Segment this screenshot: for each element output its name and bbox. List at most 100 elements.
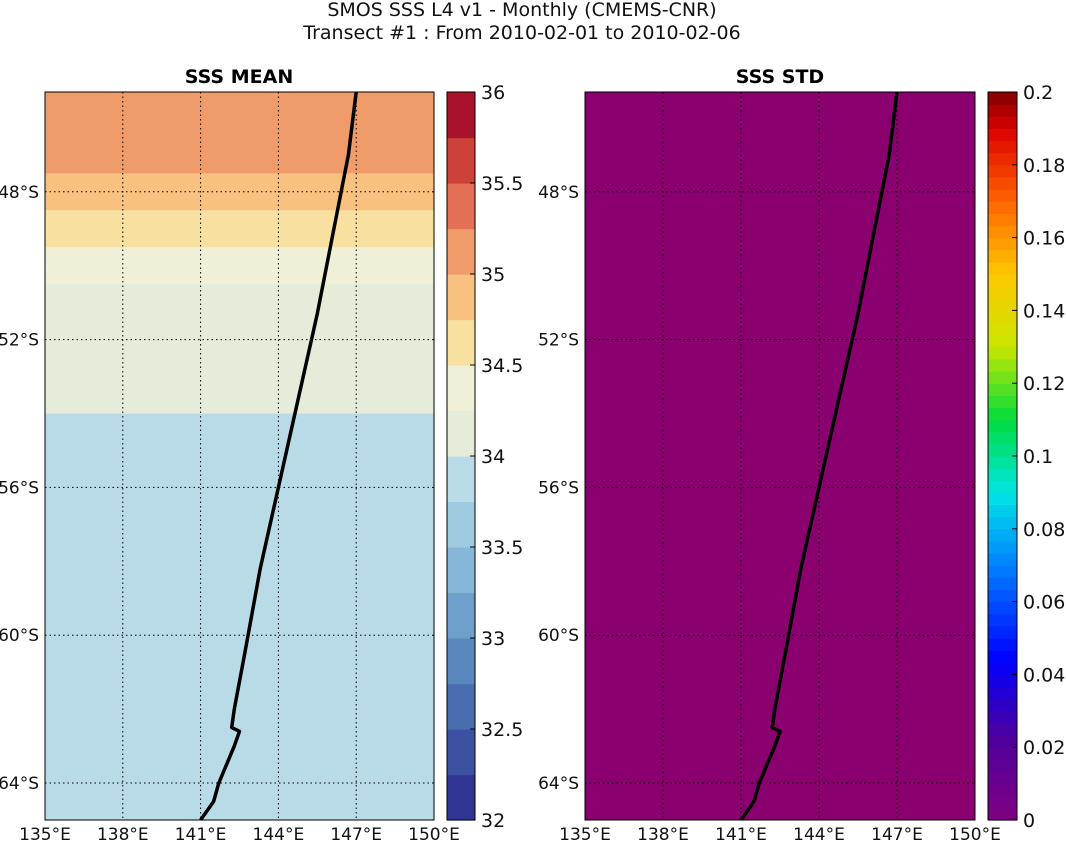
colorbar-tick-label: 0.12: [1023, 373, 1065, 395]
sss-std-transect: [739, 91, 899, 822]
y-tick-label: 64°S: [0, 774, 39, 794]
sss-std-x-axis: 135°E 138°E 141°E 144°E 147°E 150°E: [559, 825, 1001, 842]
colorbar-step: [988, 407, 1017, 421]
sss-std-panel: SSS STD 135°E 138°E 141°E 144°E 147°E 150°E 4…: [538, 66, 1065, 842]
colorbar-step: [988, 310, 1017, 324]
colorbar-step: [988, 771, 1017, 785]
colorbar-step: [988, 759, 1017, 773]
colorbar-step: [447, 410, 475, 457]
colorbar-step: [988, 674, 1017, 688]
colorbar-step: [447, 638, 475, 685]
sss-mean-field: [45, 92, 434, 821]
colorbar-tick-label: 0.18: [1023, 155, 1065, 177]
colorbar-step: [988, 456, 1017, 469]
sss-std-y-axis: 48°S 52°S 56°S 60°S 64°S: [538, 183, 579, 794]
colorbar-step: [988, 261, 1017, 275]
colorbar-step: [988, 140, 1017, 154]
colorbar-tick-label: 34: [481, 446, 505, 468]
colorbar-step: [447, 774, 475, 821]
colorbar-tick-label: 0.04: [1023, 664, 1065, 686]
salinity-band: [45, 284, 434, 322]
colorbar-step: [988, 783, 1017, 797]
colorbar-step: [988, 480, 1017, 493]
colorbar-tick-label: 32.5: [481, 719, 523, 741]
colorbar-step: [988, 504, 1017, 518]
colorbar-step: [447, 729, 475, 776]
colorbar-step: [988, 298, 1017, 311]
colorbar-step: [447, 501, 475, 548]
x-tick-label: 144°E: [253, 825, 305, 842]
colorbar-step: [988, 358, 1017, 372]
sss-std-title: SSS STD: [736, 66, 824, 88]
colorbar-step: [988, 638, 1017, 651]
colorbar-step: [988, 662, 1017, 675]
colorbar-tick-label: 0: [1023, 810, 1035, 832]
colorbar-step: [988, 225, 1017, 239]
sss-std-grid: [585, 92, 975, 820]
colorbar-tick-label: 0.08: [1023, 519, 1065, 541]
colorbar-step: [988, 152, 1017, 166]
colorbar-tick-label: 36: [481, 82, 505, 104]
colorbar-step: [988, 747, 1017, 760]
colorbar-tick-label: 0.2: [1023, 82, 1053, 104]
salinity-band: [45, 210, 434, 248]
figure-title: SMOS SSS L4 v1 - Monthly (CMEMS-CNR): [327, 0, 716, 21]
colorbar-step: [988, 468, 1017, 481]
sss-mean-title: SSS MEAN: [185, 66, 293, 88]
salinity-band: [45, 136, 434, 174]
colorbar-tick-label: 0.14: [1023, 300, 1065, 322]
x-tick-label: 141°E: [175, 825, 227, 842]
y-tick-label: 60°S: [538, 626, 579, 646]
transect-line: [739, 91, 899, 822]
colorbar-step: [988, 553, 1017, 566]
colorbar-step: [447, 319, 475, 366]
colorbar-step: [988, 528, 1017, 542]
colorbar-step: [988, 322, 1017, 336]
y-tick-label: 60°S: [0, 626, 39, 646]
salinity-band: [45, 358, 434, 415]
colorbar-step: [988, 722, 1017, 736]
colorbar-tick-label: 33.5: [481, 537, 523, 559]
sss-mean-panel: SSS MEAN 135°E 138°E 141°E 144°E 147°E 150°E …: [0, 66, 523, 842]
y-tick-label: 52°S: [0, 331, 39, 351]
colorbar-step: [447, 183, 475, 230]
sss-std-colorbar: 0 0.02 0.04 0.06 0.08 0.1 0.12 0.14 0.16 0.18 0.2: [987, 82, 1065, 832]
colorbar-tick-label: 33: [481, 628, 505, 650]
colorbar-tick-label: 0.02: [1023, 737, 1065, 759]
sss-mean-transect: [199, 91, 358, 822]
sss-std-field: [585, 92, 975, 820]
colorbar-step: [988, 176, 1017, 190]
colorbar-step: [988, 201, 1017, 214]
std-field-fill: [585, 92, 975, 820]
colorbar-step: [988, 286, 1017, 299]
colorbar-step: [988, 116, 1017, 129]
colorbar-step: [447, 592, 475, 639]
colorbar-step: [988, 419, 1017, 433]
colorbar-step: [988, 492, 1017, 506]
salinity-band: [45, 92, 434, 137]
y-tick-label: 56°S: [538, 478, 579, 498]
colorbar-tick-label: 0.1: [1023, 446, 1053, 468]
colorbar-step: [988, 443, 1017, 457]
colorbar-step: [988, 710, 1017, 724]
salinity-band: [45, 413, 434, 488]
salinity-band: [45, 247, 434, 285]
colorbar-step: [988, 807, 1017, 821]
colorbar-step: [988, 274, 1017, 287]
colorbar-step: [988, 613, 1017, 627]
colorbar-step: [988, 128, 1017, 142]
colorbar-step: [988, 540, 1017, 554]
x-tick-label: 141°E: [715, 825, 767, 842]
colorbar-tick-label: 34.5: [481, 355, 523, 377]
sss-mean-colorbar: 32 32.5 33 33.5 34 34.5 35 35.5 36: [446, 82, 523, 832]
colorbar-step: [988, 249, 1017, 263]
colorbar-step: [447, 137, 475, 184]
salinity-band: [45, 635, 434, 747]
colorbar-step: [988, 371, 1017, 384]
figure-subtitle: Transect #1 : From 2010-02-01 to 2010-02…: [302, 22, 740, 44]
colorbar-step: [988, 516, 1017, 530]
sss-std-frame: [584, 91, 976, 821]
sss-mean-x-axis: 135°E 138°E 141°E 144°E 147°E 150°E: [19, 825, 460, 842]
colorbar-step: [447, 683, 475, 730]
